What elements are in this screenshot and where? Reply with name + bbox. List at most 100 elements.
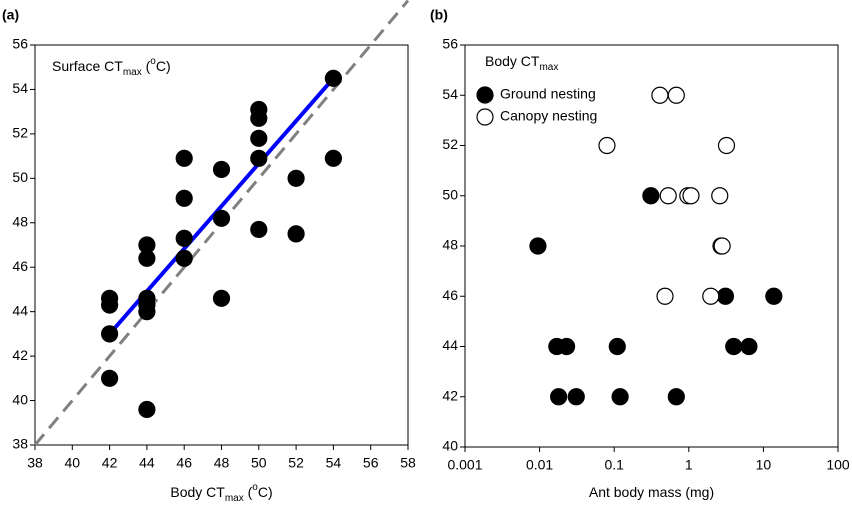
y-axis-label: Surface CTmax (oC)	[52, 56, 171, 78]
legend-marker	[476, 86, 494, 104]
x-axis-label: Ant body mass (mg)	[589, 484, 714, 500]
label-part: (	[142, 58, 151, 74]
x-tick-label: 0.1	[604, 457, 624, 473]
data-point	[717, 136, 736, 155]
y-tick-label: 44	[12, 302, 28, 318]
x-tick-label: 48	[214, 455, 230, 471]
legend-marker	[476, 108, 494, 126]
data-point	[711, 187, 729, 205]
data-point	[713, 237, 731, 255]
data-point	[138, 303, 156, 321]
label-part: Surface CT	[52, 58, 123, 74]
data-point	[716, 287, 735, 305]
data-point	[659, 187, 677, 205]
data-point	[250, 149, 268, 167]
data-point	[725, 337, 743, 356]
data-point	[557, 337, 576, 356]
x-tick-label: 10	[756, 457, 772, 473]
plot-frame	[464, 44, 839, 448]
x-tick-label: 46	[176, 455, 192, 471]
data-point	[642, 187, 660, 205]
data-point	[324, 69, 342, 87]
x-tick-label: 54	[326, 455, 342, 471]
y-tick-label: 40	[442, 438, 458, 454]
legend-title: Body CTmax	[485, 53, 558, 73]
data-point	[550, 388, 568, 406]
data-point	[250, 220, 268, 239]
y-tick-label: 48	[12, 213, 28, 229]
label-part: o	[150, 56, 156, 67]
x-tick-label: 100	[826, 457, 850, 473]
label-part: max	[539, 62, 558, 73]
data-point	[175, 149, 193, 167]
data-point	[175, 189, 193, 207]
y-tick-label: 42	[12, 347, 28, 363]
data-point	[100, 325, 119, 343]
legend-label: Canopy nesting	[500, 108, 597, 124]
x-tick-label: 56	[363, 455, 379, 471]
data-point	[608, 337, 626, 356]
y-tick-label: 50	[12, 169, 28, 185]
data-point	[212, 209, 231, 227]
y-tick-label: 46	[12, 258, 28, 274]
data-point	[212, 160, 231, 179]
y-tick-label: 56	[12, 36, 28, 52]
label-part: C)	[258, 484, 273, 500]
data-point	[175, 229, 193, 247]
y-tick-label: 52	[12, 125, 28, 141]
data-point	[651, 86, 669, 104]
x-tick-label: 0.01	[526, 457, 553, 473]
data-point	[324, 149, 342, 167]
data-point	[667, 388, 685, 406]
data-point	[250, 109, 268, 127]
data-point	[702, 287, 720, 305]
label-part: max	[123, 67, 142, 78]
data-point	[100, 369, 119, 387]
y-tick-label: 52	[442, 136, 458, 152]
label-part: Body CT	[485, 53, 540, 69]
y-tick-label: 40	[12, 391, 28, 407]
y-tick-label: 56	[442, 36, 458, 52]
x-tick-label: 1	[685, 457, 693, 473]
data-point	[212, 289, 231, 307]
label-part: (	[244, 484, 253, 500]
y-tick-label: 54	[442, 86, 458, 102]
label-part: o	[252, 482, 258, 493]
x-tick-label: 44	[139, 455, 155, 471]
data-point	[611, 388, 629, 406]
data-point	[287, 169, 305, 187]
data-point	[529, 237, 547, 255]
y-tick-label: 50	[442, 186, 458, 202]
data-point	[682, 187, 700, 205]
data-point	[287, 225, 305, 243]
y-tick-label: 42	[442, 387, 458, 403]
data-point	[656, 287, 674, 305]
x-tick-label: 38	[27, 455, 43, 471]
x-tick-label: 0.001	[447, 457, 482, 473]
data-point	[138, 249, 156, 267]
legend-label: Ground nesting	[500, 86, 596, 102]
x-tick-label: 50	[251, 455, 267, 471]
label-part: Ant body mass (mg)	[589, 484, 714, 500]
label-part: max	[225, 493, 244, 504]
data-point	[567, 388, 585, 406]
x-tick-label: 58	[400, 455, 416, 471]
data-point	[100, 296, 119, 314]
data-point	[598, 136, 616, 155]
y-tick-label: 54	[12, 80, 28, 96]
y-tick-label: 48	[442, 237, 458, 253]
data-point	[765, 287, 783, 305]
x-axis-label: Body CTmax (oC)	[170, 482, 272, 504]
plot-frame	[34, 44, 409, 446]
panel-label: (b)	[430, 7, 448, 23]
y-tick-label: 44	[442, 337, 458, 353]
y-tick-label: 38	[12, 436, 28, 452]
data-point	[138, 400, 156, 419]
x-tick-label: 40	[65, 455, 81, 471]
x-tick-label: 52	[288, 455, 304, 471]
y-tick-label: 46	[442, 287, 458, 303]
data-point	[667, 86, 685, 104]
data-point	[175, 249, 193, 267]
data-point	[740, 337, 758, 356]
